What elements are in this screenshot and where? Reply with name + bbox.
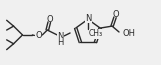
Text: O: O bbox=[35, 31, 42, 40]
Text: N: N bbox=[57, 32, 63, 41]
Text: OH: OH bbox=[123, 29, 136, 38]
Text: N: N bbox=[85, 14, 92, 23]
Text: O: O bbox=[113, 10, 119, 19]
Text: O: O bbox=[47, 15, 54, 24]
Text: H: H bbox=[57, 38, 63, 47]
Text: CH₃: CH₃ bbox=[89, 29, 103, 38]
